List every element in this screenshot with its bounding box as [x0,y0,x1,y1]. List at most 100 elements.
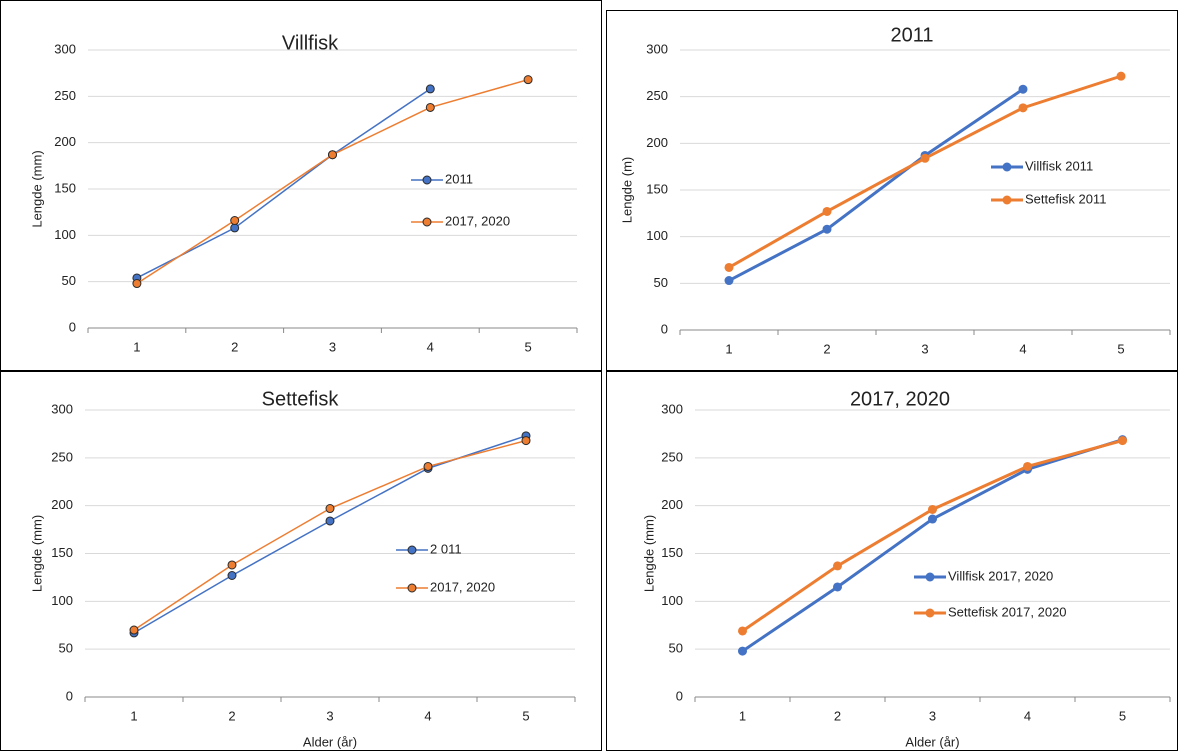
data-point [523,75,533,85]
data-point [325,516,335,526]
y-axis-label: Lengde (mm) [29,150,44,227]
y-tick-label: 0 [676,688,683,703]
y-tick-label: 100 [646,228,668,243]
y-axis-label: Lengde (m) [619,157,634,223]
data-point [928,504,937,514]
legend-marker [1002,195,1012,205]
legend-marker [1002,162,1012,172]
y-tick-label: 300 [51,401,73,416]
y-tick-label: 50 [669,641,683,656]
panel-border [606,371,1178,751]
data-point [423,461,433,471]
x-axis-label: Alder (år) [905,734,959,749]
y-tick-label: 50 [62,273,76,288]
data-point [230,216,240,226]
chart-title: Villfisk [282,32,339,54]
data-point [822,206,832,216]
x-tick-label: 3 [326,708,333,723]
y-tick-label: 200 [54,134,76,149]
data-point [1018,103,1028,113]
legend-label: Villfisk 2011 [1025,158,1093,173]
y-tick-label: 250 [51,449,73,464]
x-tick-label: 2 [823,341,830,356]
x-tick-label: 1 [130,708,137,723]
series-line [728,87,1024,282]
panel-border [606,10,1178,371]
data-point [425,84,435,94]
x-tick-label: 2 [231,339,238,354]
x-tick-label: 4 [1019,341,1026,356]
legend-label: 2011 [445,171,473,186]
x-tick-label: 2 [228,708,235,723]
y-tick-label: 200 [661,497,683,512]
legend-marker [925,572,935,582]
data-point [920,153,930,163]
data-point [227,560,237,570]
x-axis-label: Alder (år) [303,734,357,749]
series-line [136,88,431,279]
y-tick-label: 150 [51,545,73,560]
data-point [822,224,832,234]
data-point [738,626,747,636]
data-point [521,436,531,446]
y-tick-label: 250 [646,88,668,103]
y-tick-label: 0 [66,688,73,703]
x-tick-label: 1 [133,339,140,354]
x-tick-label: 4 [1024,708,1031,723]
y-tick-label: 150 [54,180,76,195]
y-tick-label: 300 [646,41,668,56]
legend-label: Villfisk 2017, 2020 [948,568,1053,583]
data-point [724,276,734,286]
x-tick-label: 5 [522,708,529,723]
y-tick-label: 100 [661,593,683,608]
data-point [1118,436,1127,446]
x-tick-label: 5 [524,339,531,354]
y-tick-label: 300 [661,401,683,416]
x-tick-label: 5 [1117,341,1124,356]
series-line [741,439,1123,633]
data-point [833,582,842,592]
data-point [325,504,335,514]
data-point [1018,84,1028,94]
y-tick-label: 300 [54,41,76,56]
legend-marker [925,608,935,618]
data-point [833,561,842,571]
x-tick-label: 5 [1119,708,1126,723]
x-tick-label: 3 [929,708,936,723]
panel-border [0,371,602,751]
y-tick-label: 50 [59,641,73,656]
x-tick-label: 1 [739,708,746,723]
chart-title: 2017, 2020 [850,388,950,410]
y-tick-label: 0 [661,321,668,336]
x-tick-label: 4 [424,708,431,723]
y-tick-label: 100 [54,227,76,242]
data-point [328,150,337,160]
y-tick-label: 150 [661,545,683,560]
legend-label: 2017, 2020 [430,579,495,594]
x-tick-label: 4 [427,339,434,354]
x-tick-label: 2 [834,708,841,723]
legend-marker [422,175,432,185]
data-point [1023,461,1032,471]
data-point [1116,71,1126,81]
data-point [425,102,435,112]
x-tick-label: 1 [725,341,732,356]
y-tick-label: 50 [654,275,668,290]
y-tick-label: 200 [51,497,73,512]
legend-marker [407,583,417,593]
y-tick-label: 200 [646,135,668,150]
data-point [724,262,734,272]
legend-label: Settefisk 2011 [1025,191,1106,206]
y-tick-label: 250 [54,88,76,103]
data-point [738,646,747,656]
y-tick-label: 150 [646,181,668,196]
legend-marker [407,545,417,555]
data-point [227,571,237,581]
legend-marker [422,217,432,227]
panel-border [0,0,602,371]
x-tick-label: 3 [329,339,336,354]
legend-label: 2017, 2020 [445,213,510,228]
data-point [129,625,139,635]
data-point [230,223,240,233]
